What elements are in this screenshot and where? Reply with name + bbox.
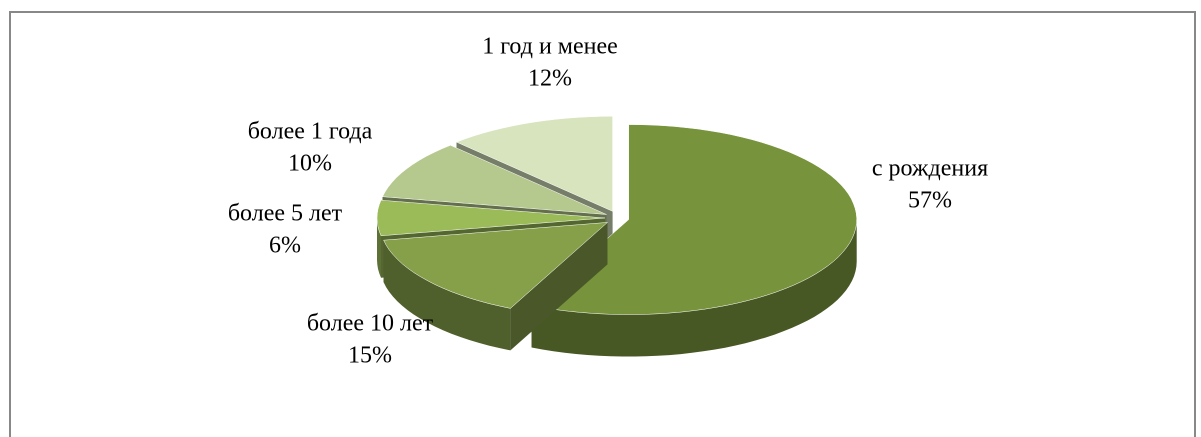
slice-side xyxy=(531,219,857,357)
slice xyxy=(382,145,607,215)
slice-value-label: 15% xyxy=(348,343,392,369)
slice-value-label: 57% xyxy=(908,188,952,214)
slice xyxy=(531,124,857,315)
slice-value-label: 6% xyxy=(269,233,301,259)
slice-value-label: 10% xyxy=(288,151,332,177)
slice-label: более 10 лет xyxy=(307,311,434,337)
slice-label: с рождения xyxy=(872,156,988,182)
slice-side xyxy=(383,240,511,351)
slice-value-label: 12% xyxy=(528,66,572,92)
slice xyxy=(455,116,613,212)
slice xyxy=(376,199,606,237)
slice-side xyxy=(377,218,381,278)
slice-label: более 1 года xyxy=(248,119,373,145)
slice-label: более 5 лет xyxy=(228,201,343,227)
slice xyxy=(383,222,609,309)
slice-label: 1 год и менее xyxy=(482,34,618,60)
chart-frame xyxy=(9,11,1196,437)
